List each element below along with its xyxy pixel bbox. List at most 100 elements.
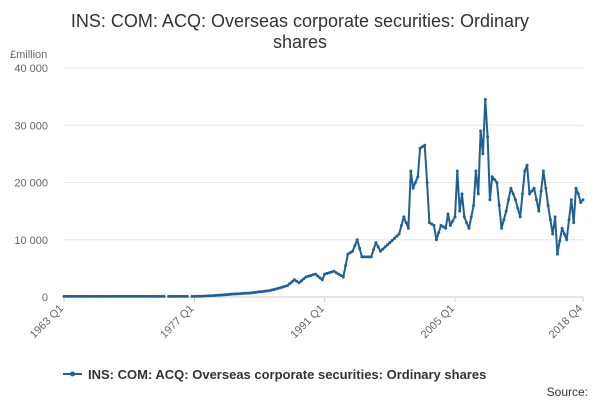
data-point bbox=[528, 192, 531, 196]
data-point bbox=[434, 238, 438, 242]
data-point bbox=[388, 241, 392, 245]
legend[interactable]: INS: COM: ACQ: Overseas corporate securi… bbox=[63, 367, 486, 382]
data-point bbox=[372, 248, 375, 252]
data-point bbox=[230, 292, 234, 296]
data-point bbox=[332, 269, 336, 273]
data-point bbox=[535, 198, 538, 202]
data-point bbox=[397, 232, 401, 236]
data-point bbox=[402, 215, 406, 219]
data-point bbox=[502, 218, 506, 222]
data-point bbox=[290, 280, 294, 284]
data-point bbox=[537, 209, 541, 213]
data-point bbox=[441, 225, 445, 229]
data-point bbox=[92, 294, 96, 298]
data-point bbox=[386, 243, 389, 247]
data-point bbox=[518, 215, 522, 219]
data-point bbox=[95, 294, 99, 298]
data-point bbox=[109, 294, 112, 298]
data-point bbox=[199, 294, 203, 298]
data-point bbox=[474, 169, 478, 173]
data-point bbox=[174, 294, 178, 298]
x-tick-label: 1991 Q1 bbox=[288, 303, 326, 341]
data-point bbox=[62, 294, 66, 298]
data-point bbox=[437, 231, 441, 235]
data-point bbox=[481, 152, 485, 156]
data-point bbox=[416, 175, 420, 179]
data-point bbox=[411, 186, 415, 190]
data-point bbox=[190, 294, 194, 298]
data-point bbox=[262, 289, 266, 293]
data-point bbox=[137, 294, 140, 298]
data-point bbox=[423, 143, 427, 147]
data-point bbox=[525, 163, 529, 167]
data-point bbox=[206, 294, 210, 298]
data-point bbox=[213, 293, 217, 297]
data-point bbox=[246, 291, 250, 295]
data-point bbox=[225, 293, 229, 297]
x-tick-label: 2018 Q4 bbox=[547, 303, 585, 341]
data-point bbox=[306, 274, 310, 278]
data-point bbox=[299, 279, 303, 283]
data-point bbox=[97, 294, 101, 298]
data-point bbox=[227, 292, 231, 296]
data-point bbox=[555, 252, 559, 256]
data-point bbox=[451, 219, 455, 223]
data-point bbox=[479, 129, 483, 133]
data-point bbox=[120, 294, 124, 298]
data-point bbox=[404, 221, 408, 225]
data-point bbox=[155, 294, 159, 298]
y-tick-label: 40 000 bbox=[14, 63, 48, 75]
data-point bbox=[532, 186, 536, 190]
data-point bbox=[276, 286, 280, 290]
y-tick-label: 20 000 bbox=[14, 178, 48, 190]
data-point bbox=[576, 192, 580, 196]
data-point bbox=[69, 294, 73, 298]
data-point bbox=[141, 294, 145, 298]
data-point bbox=[439, 223, 443, 227]
data-point bbox=[430, 222, 434, 226]
data-point bbox=[446, 212, 450, 216]
data-point bbox=[274, 287, 278, 291]
data-point bbox=[495, 181, 499, 184]
x-tick-label: 1963 Q1 bbox=[28, 303, 66, 341]
data-point bbox=[383, 245, 387, 249]
data-point bbox=[171, 294, 175, 298]
data-point bbox=[360, 255, 364, 259]
data-point bbox=[539, 189, 543, 193]
plot-area bbox=[62, 98, 585, 298]
data-point bbox=[267, 289, 271, 293]
data-point bbox=[285, 284, 289, 288]
data-point bbox=[162, 294, 166, 298]
data-point bbox=[311, 273, 315, 277]
data-point bbox=[323, 272, 327, 276]
data-point bbox=[379, 249, 382, 253]
data-point bbox=[181, 294, 185, 298]
data-point bbox=[358, 246, 362, 250]
data-point bbox=[548, 218, 552, 222]
data-point bbox=[125, 294, 129, 298]
data-point bbox=[146, 294, 150, 298]
data-point bbox=[106, 294, 110, 298]
data-point bbox=[460, 192, 464, 196]
data-point bbox=[85, 294, 89, 298]
data-point bbox=[462, 215, 466, 219]
data-point bbox=[176, 294, 180, 298]
data-point bbox=[309, 274, 313, 277]
data-point bbox=[558, 239, 562, 243]
data-point bbox=[339, 274, 343, 277]
data-point bbox=[427, 221, 431, 225]
data-point bbox=[362, 255, 366, 259]
data-point bbox=[313, 272, 317, 276]
data-point bbox=[318, 276, 322, 280]
data-point bbox=[202, 294, 206, 298]
data-point bbox=[472, 203, 476, 207]
data-point bbox=[64, 294, 68, 298]
data-point bbox=[346, 252, 350, 256]
data-point bbox=[425, 181, 429, 184]
data-point bbox=[260, 290, 264, 294]
data-point bbox=[467, 226, 471, 230]
data-point bbox=[348, 251, 352, 255]
data-point bbox=[521, 192, 524, 196]
chart-title-line-2: shares bbox=[273, 32, 327, 52]
data-point bbox=[341, 275, 345, 279]
